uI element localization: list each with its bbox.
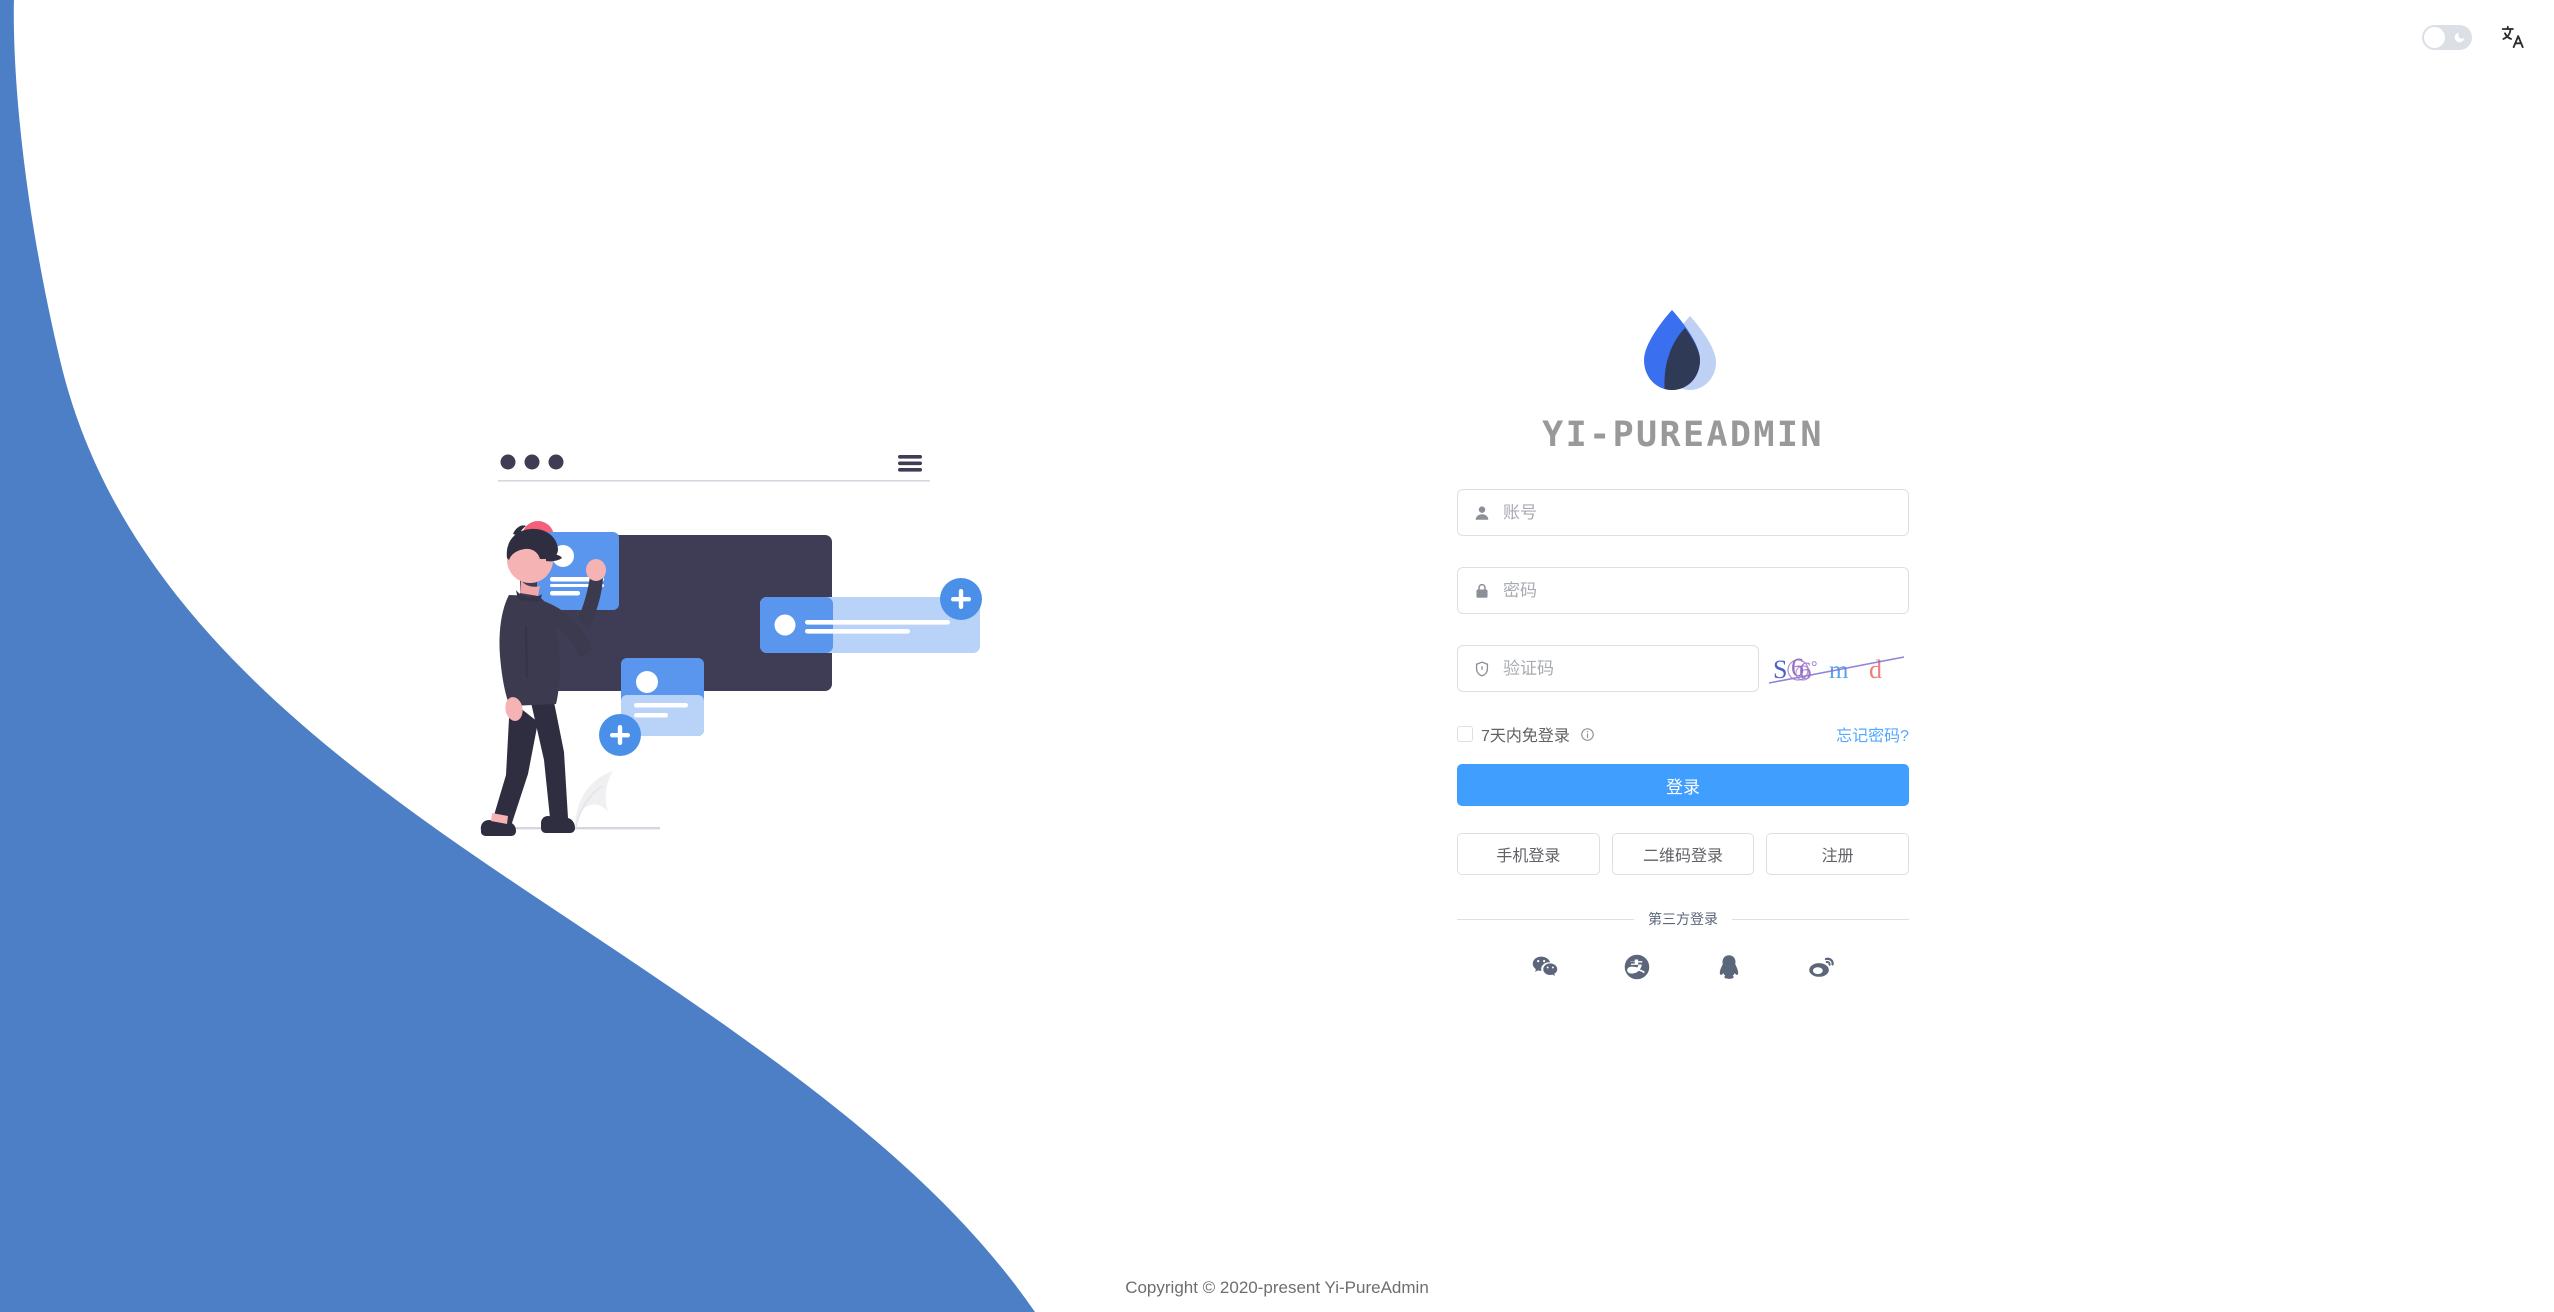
register-button[interactable]: 注册 — [1766, 833, 1910, 875]
remember-me[interactable]: 7天内免登录 — [1457, 722, 1596, 746]
captcha-field[interactable] — [1457, 645, 1759, 692]
top-bar — [2422, 0, 2554, 74]
captcha-input[interactable] — [1503, 658, 1744, 679]
login-illustration — [480, 454, 982, 836]
divider-line-left — [1457, 918, 1634, 920]
remember-checkbox[interactable] — [1457, 726, 1473, 742]
svg-text:S: S — [1773, 655, 1787, 684]
info-circle-icon[interactable] — [1580, 726, 1596, 742]
third-party-icons — [1457, 951, 1909, 983]
page-title: YI-PUREADMIN — [1542, 415, 1824, 455]
svg-text:°: ° — [1811, 659, 1817, 676]
svg-text:m: m — [1829, 657, 1849, 684]
translate-icon — [2501, 25, 2524, 49]
username-input[interactable] — [1503, 502, 1894, 523]
user-icon — [1472, 503, 1492, 523]
forgot-password-link[interactable]: 忘记密码? — [1836, 728, 1909, 745]
qrcode-login-button[interactable]: 二维码登录 — [1611, 833, 1755, 875]
alipay-icon[interactable] — [1621, 951, 1653, 983]
toggle-knob — [2424, 26, 2445, 48]
captcha-image[interactable]: S 6 6 ° m d — [1767, 646, 1907, 691]
divider-line-right — [1732, 918, 1909, 920]
login-button[interactable]: 登录 — [1457, 764, 1909, 806]
third-party-divider: 第三方登录 — [1457, 909, 1909, 929]
wechat-icon[interactable] — [1529, 951, 1561, 983]
weibo-icon[interactable] — [1805, 951, 1837, 983]
illustration-plus-button-right — [940, 578, 982, 620]
shield-icon — [1472, 659, 1492, 679]
illustration-browser-bar — [498, 454, 930, 482]
illustration-plus-button-bottom — [599, 714, 641, 756]
footer-copyright: Copyright © 2020-present Yi-PureAdmin — [1125, 1278, 1429, 1297]
phone-login-button[interactable]: 手机登录 — [1457, 833, 1600, 875]
login-panel: YI-PUREADMIN — [1457, 300, 1910, 983]
qq-icon[interactable] — [1713, 951, 1745, 983]
password-input[interactable] — [1503, 580, 1894, 601]
username-field[interactable] — [1457, 489, 1909, 536]
alt-login-buttons: 手机登录 二维码登录 注册 — [1457, 833, 1910, 875]
svg-text:d: d — [1869, 655, 1882, 684]
options-row: 7天内免登录 忘记密码? — [1457, 723, 1909, 745]
third-party-label: 第三方登录 — [1648, 911, 1718, 927]
logo-wrapper — [1457, 300, 1909, 405]
lock-icon — [1472, 581, 1492, 601]
app-logo-icon — [1644, 310, 1716, 390]
language-switch[interactable] — [2496, 20, 2530, 54]
illustration-leaf — [575, 771, 613, 829]
remember-label: 7天内免登录 — [1481, 728, 1570, 745]
moon-icon — [2454, 32, 2465, 42]
password-field[interactable] — [1457, 567, 1909, 614]
dark-mode-toggle[interactable] — [2422, 24, 2472, 50]
captcha-row: S 6 6 ° m d — [1457, 645, 1909, 692]
